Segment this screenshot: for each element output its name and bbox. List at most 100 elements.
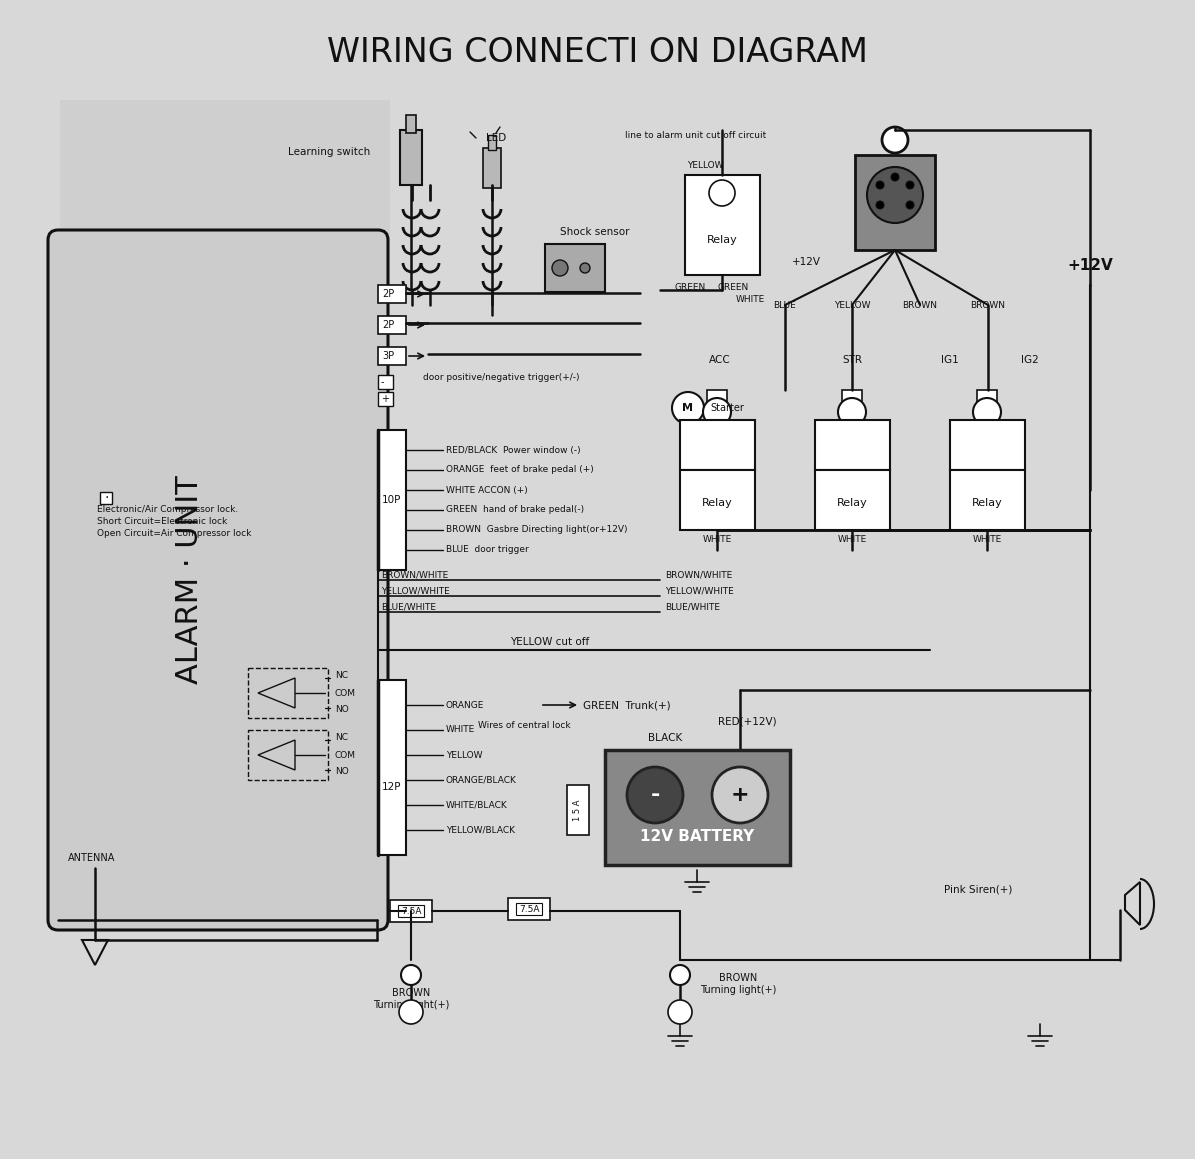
- Text: BLUE  door trigger: BLUE door trigger: [446, 546, 528, 554]
- Text: ORANGE  feet of brake pedal (+): ORANGE feet of brake pedal (+): [446, 466, 594, 474]
- Circle shape: [868, 167, 923, 223]
- Text: YELLOW: YELLOW: [687, 160, 723, 169]
- Text: Relay: Relay: [972, 497, 1003, 508]
- Circle shape: [906, 201, 914, 209]
- Bar: [707, 389, 727, 404]
- Bar: [488, 134, 496, 150]
- Bar: [815, 469, 890, 530]
- Bar: [406, 115, 416, 133]
- Text: COM: COM: [335, 751, 356, 759]
- Bar: [545, 245, 605, 292]
- Text: M: M: [682, 403, 693, 413]
- Circle shape: [668, 1000, 692, 1025]
- Bar: [978, 389, 997, 404]
- Bar: [680, 469, 755, 530]
- Bar: [815, 420, 890, 469]
- Text: GREEN: GREEN: [718, 284, 749, 292]
- Text: 12P: 12P: [382, 782, 402, 792]
- Text: GREEN  Trunk(+): GREEN Trunk(+): [583, 700, 670, 710]
- Text: WHITE: WHITE: [838, 535, 866, 545]
- Text: WHITE: WHITE: [735, 296, 765, 305]
- Circle shape: [580, 263, 590, 274]
- Text: Relay: Relay: [706, 235, 737, 245]
- Circle shape: [552, 260, 568, 276]
- Bar: [398, 905, 424, 917]
- Text: IG1: IG1: [942, 355, 958, 365]
- Text: Turning light(+): Turning light(+): [373, 1000, 449, 1009]
- Text: BLUE/WHITE: BLUE/WHITE: [664, 603, 721, 612]
- Text: 1 5 A: 1 5 A: [574, 800, 582, 821]
- Text: Starter: Starter: [710, 403, 743, 413]
- Bar: [680, 420, 755, 469]
- Bar: [390, 901, 433, 923]
- Text: BROWN  Gasbre Directing light(or+12V): BROWN Gasbre Directing light(or+12V): [446, 525, 627, 534]
- Bar: [378, 376, 393, 389]
- Bar: [378, 316, 406, 334]
- Text: YELLOW/WHITE: YELLOW/WHITE: [664, 586, 734, 596]
- Bar: [842, 389, 862, 404]
- Bar: [378, 347, 406, 365]
- Bar: [605, 750, 790, 865]
- Circle shape: [973, 398, 1001, 427]
- Circle shape: [906, 181, 914, 189]
- Text: +12V: +12V: [792, 257, 821, 267]
- Text: BLACK: BLACK: [648, 732, 682, 743]
- Text: NC: NC: [335, 734, 348, 743]
- Text: -: -: [381, 377, 385, 387]
- Text: YELLOW/BLACK: YELLOW/BLACK: [446, 825, 515, 834]
- Text: WIRING CONNECTI ON DIAGRAM: WIRING CONNECTI ON DIAGRAM: [326, 36, 868, 68]
- Text: 7.5A: 7.5A: [519, 904, 539, 913]
- Text: ORANGE: ORANGE: [446, 700, 484, 709]
- Text: WHITE/BLACK: WHITE/BLACK: [446, 801, 508, 809]
- Text: line to alarm unit cut off circuit: line to alarm unit cut off circuit: [625, 131, 766, 139]
- Text: BLUE: BLUE: [773, 300, 796, 309]
- Bar: [60, 100, 390, 240]
- Text: BLUE/WHITE: BLUE/WHITE: [381, 603, 436, 612]
- Bar: [400, 130, 422, 185]
- Text: ORANGE/BLACK: ORANGE/BLACK: [446, 775, 517, 785]
- Bar: [249, 668, 327, 717]
- Text: RED/BLACK  Power window (-): RED/BLACK Power window (-): [446, 445, 581, 454]
- Text: GREEN  hand of brake pedal(-): GREEN hand of brake pedal(-): [446, 505, 584, 515]
- Text: WHITE: WHITE: [703, 535, 731, 545]
- Circle shape: [703, 398, 731, 427]
- Text: 12V BATTERY: 12V BATTERY: [639, 829, 754, 844]
- Text: YELLOW/WHITE: YELLOW/WHITE: [381, 586, 449, 596]
- Text: +: +: [730, 785, 749, 806]
- Text: -: -: [650, 785, 660, 806]
- Bar: [854, 155, 934, 250]
- Circle shape: [672, 392, 704, 424]
- Text: BROWN/WHITE: BROWN/WHITE: [381, 570, 448, 580]
- Text: NC: NC: [335, 671, 348, 680]
- Text: 7.5A: 7.5A: [400, 906, 422, 916]
- Text: Relay: Relay: [836, 497, 868, 508]
- Circle shape: [709, 180, 735, 206]
- Text: Pink Siren(+): Pink Siren(+): [944, 885, 1012, 895]
- Text: 2P: 2P: [382, 289, 394, 299]
- Circle shape: [402, 965, 421, 985]
- Circle shape: [670, 965, 690, 985]
- Text: ALARM · UNIT: ALARM · UNIT: [176, 475, 204, 684]
- Text: BROWN: BROWN: [719, 974, 758, 983]
- Text: +: +: [381, 394, 390, 404]
- Bar: [100, 493, 112, 504]
- Text: WHITE: WHITE: [973, 535, 1001, 545]
- Bar: [378, 392, 393, 406]
- Text: WHITE ACCON (+): WHITE ACCON (+): [446, 486, 528, 495]
- Text: Electronic/Air Compressor lock.: Electronic/Air Compressor lock.: [97, 505, 238, 515]
- Text: BROWN: BROWN: [970, 300, 1005, 309]
- Circle shape: [882, 127, 908, 153]
- Text: IG2: IG2: [1021, 355, 1038, 365]
- Text: BROWN: BROWN: [902, 300, 938, 309]
- Text: WHITE: WHITE: [446, 726, 476, 735]
- Text: door positive/negative trigger(+/-): door positive/negative trigger(+/-): [423, 373, 580, 382]
- Text: ACC: ACC: [709, 355, 731, 365]
- Circle shape: [891, 173, 899, 181]
- Bar: [378, 680, 406, 855]
- Text: Turning light(+): Turning light(+): [700, 985, 777, 994]
- Circle shape: [876, 181, 884, 189]
- Text: 3P: 3P: [382, 351, 394, 360]
- Text: Short Circuit=Electronic lock: Short Circuit=Electronic lock: [97, 518, 227, 526]
- Text: RED(+12V): RED(+12V): [718, 717, 777, 727]
- Circle shape: [838, 398, 866, 427]
